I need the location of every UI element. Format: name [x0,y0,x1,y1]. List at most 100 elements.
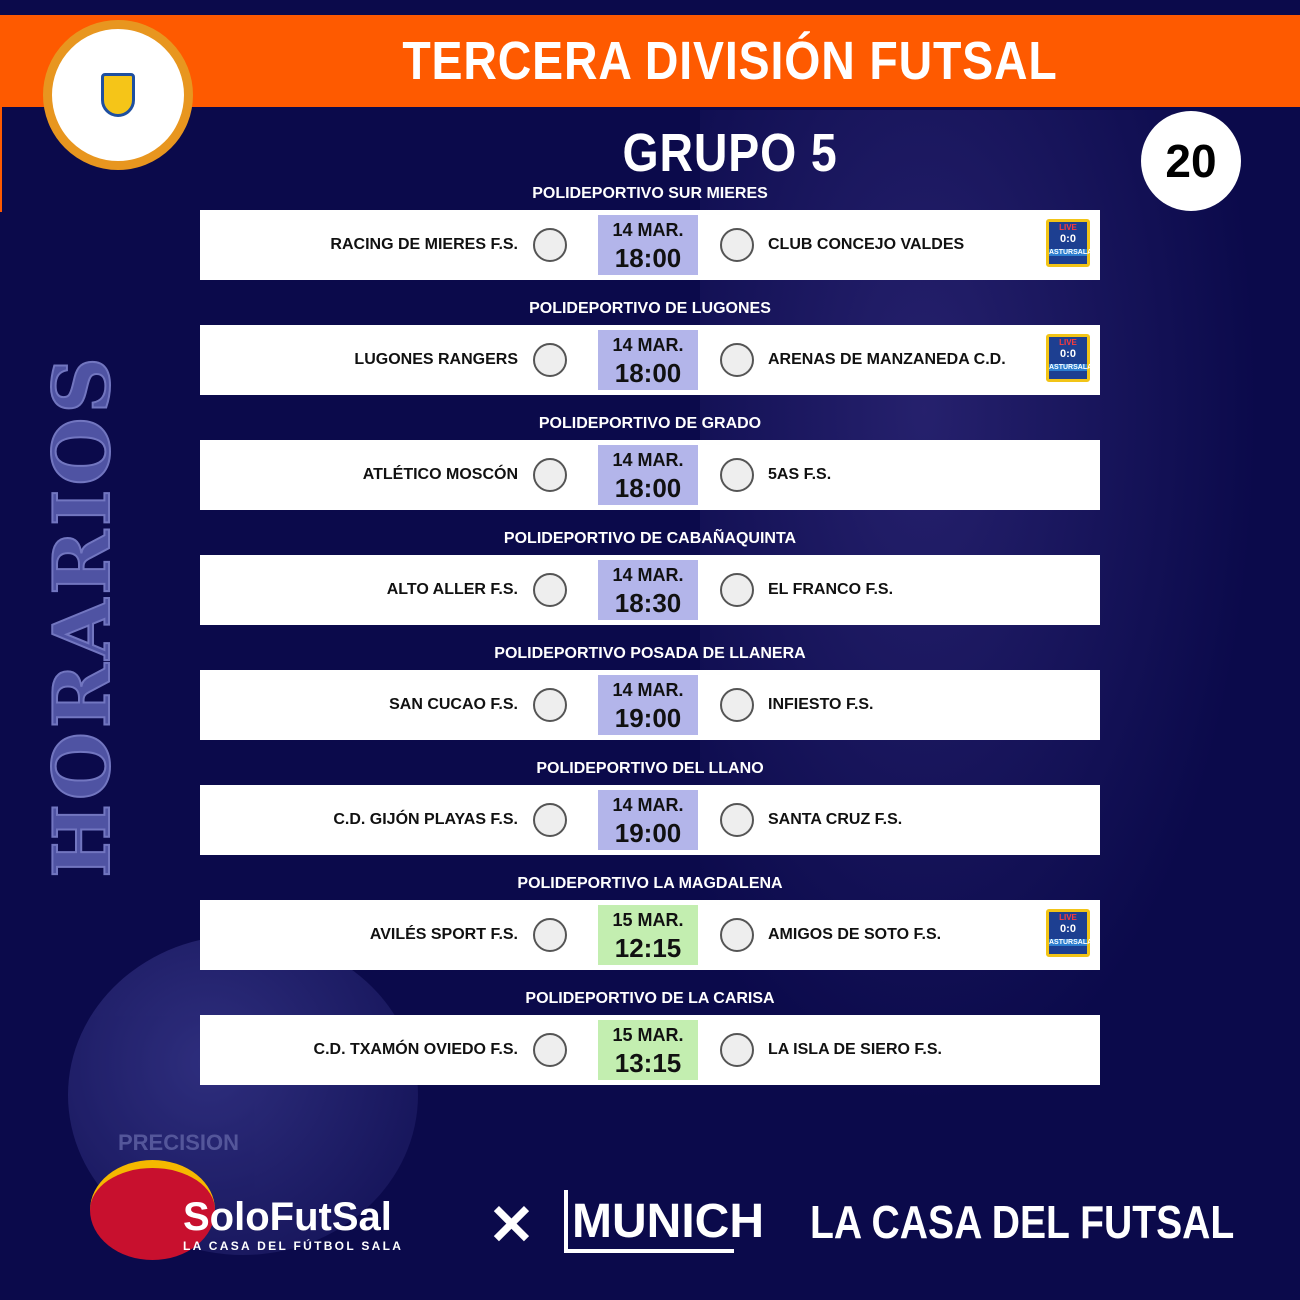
away-crest-icon [720,918,754,952]
match-row: C.D. TXAMÓN OVIEDO F.S. 15 MAR. 13:15 LA… [200,1015,1100,1085]
ball-text: PRECISION [118,1130,240,1155]
away-team: SANTA CRUZ F.S. [768,811,903,828]
away-team: CLUB CONCEJO VALDES [768,236,965,253]
home-crest-icon [533,1033,567,1067]
home-crest-icon [533,228,567,262]
away-crest-icon [720,1033,754,1067]
home-crest-icon [533,688,567,722]
match-date: 14 MAR. [612,565,684,585]
home-team: C.D. TXAMÓN OVIEDO F.S. [313,1041,518,1058]
live-score: 0:0 [1060,348,1076,360]
live-name: ASTURSALA [1049,249,1093,256]
live-score: 0:0 [1060,233,1076,245]
live-label: LIVE [1059,338,1077,347]
player-icon [90,1160,215,1260]
away-crest-icon [720,228,754,262]
match-row: SAN CUCAO F.S. 14 MAR. 19:00 INFIESTO F.… [200,670,1100,740]
live-label: LIVE [1059,223,1077,232]
live-label: LIVE [1059,913,1077,922]
federation-logo [43,20,193,170]
home-team: LUGONES RANGERS [354,351,518,368]
away-team: INFIESTO F.S. [768,696,874,713]
away-crest-icon [720,688,754,722]
match-time-box: 14 MAR. 18:00 [598,445,698,505]
away-team: LA ISLA DE SIERO F.S. [768,1041,942,1058]
divider [0,107,2,212]
home-team: C.D. GIJÓN PLAYAS F.S. [333,811,518,828]
away-crest-icon [720,803,754,837]
munich-x-icon: ✕ [488,1193,535,1256]
home-crest-icon [533,343,567,377]
live-score: 0:0 [1060,923,1076,935]
home-crest-icon [533,918,567,952]
home-crest-icon [533,458,567,492]
venue-title: POLIDEPORTIVO SUR MIERES [532,185,768,202]
side-label-text: HORARIOS [36,352,129,879]
sponsor2-name: MUNICH [564,1190,764,1253]
match-row: ALTO ALLER F.S. 14 MAR. 18:30 EL FRANCO … [200,555,1100,625]
home-crest-icon [533,573,567,607]
header-bar [0,15,1300,107]
match-row: C.D. GIJÓN PLAYAS F.S. 14 MAR. 19:00 SAN… [200,785,1100,855]
match-date: 14 MAR. [612,450,684,470]
home-team: AVILÉS SPORT F.S. [369,926,518,943]
page-title: TERCERA DIVISIÓN FUTSAL GRUPO 5 [402,31,1058,183]
match-time-box: 14 MAR. 18:00 [598,215,698,275]
home-team: SAN CUCAO F.S. [389,696,518,713]
live-stream-badge[interactable]: LIVE 0:0 ASTURSALA [1046,334,1093,382]
home-team: ALTO ALLER F.S. [386,581,518,598]
home-team: RACING DE MIERES F.S. [330,236,518,253]
slogan: LA CASA DEL FUTSAL [810,1196,1235,1248]
venue-title: POLIDEPORTIVO DE LUGONES [529,300,771,317]
match-time: 18:00 [614,473,682,503]
away-crest-icon [720,343,754,377]
match-time-box: 14 MAR. 19:00 [598,675,698,735]
match-time: 12:15 [614,933,682,963]
match-time-box: 14 MAR. 19:00 [598,790,698,850]
venue-title: POLIDEPORTIVO DEL LLANO [536,760,764,777]
venue-title: POLIDEPORTIVO DE LA CARISA [525,990,775,1007]
match-time-box: 14 MAR. 18:00 [598,330,698,390]
match-row: AVILÉS SPORT F.S. 15 MAR. 12:15 AMIGOS D… [200,900,1100,970]
match-time: 19:00 [614,703,682,733]
away-team: ARENAS DE MANZANEDA C.D. [768,351,1006,368]
match-time: 18:00 [614,243,682,273]
away-team: EL FRANCO F.S. [768,581,894,598]
match-date: 14 MAR. [612,795,684,815]
match-time-box: 15 MAR. 13:15 [598,1020,698,1080]
match-date: 15 MAR. [612,910,684,930]
home-crest-icon [533,803,567,837]
match-date: 14 MAR. [612,335,684,355]
match-time-box: 15 MAR. 12:15 [598,905,698,965]
match-time: 13:15 [614,1048,682,1078]
away-crest-icon [720,573,754,607]
live-name: ASTURSALA [1049,364,1093,371]
live-stream-badge[interactable]: LIVE 0:0 ASTURSALA [1046,219,1093,267]
match-time: 18:00 [614,358,682,388]
away-crest-icon [720,458,754,492]
live-stream-badge[interactable]: LIVE 0:0 ASTURSALA [1046,909,1093,957]
home-team: ATLÉTICO MOSCÓN [362,466,518,483]
venue-title: POLIDEPORTIVO LA MAGDALENA [517,875,783,892]
match-row: LUGONES RANGERS 14 MAR. 18:00 ARENAS DE … [200,325,1100,395]
match-date: 14 MAR. [612,680,684,700]
venue-title: POLIDEPORTIVO DE GRADO [538,415,762,432]
round-badge: 20 [1141,111,1241,211]
solofutsal-logo: SoloFutSal LA CASA DEL FÚTBOL SALA [85,1155,405,1265]
venue-title: POLIDEPORTIVO DE CABAÑAQUINTA [503,530,797,547]
live-name: ASTURSALA [1049,939,1093,946]
match-time: 18:30 [614,588,682,618]
munich-logo: ✕ MUNICH [488,1190,764,1256]
match-row: RACING DE MIERES F.S. 14 MAR. 18:00 CLUB… [200,210,1100,280]
away-team: AMIGOS DE SOTO F.S. [768,926,942,943]
away-team: 5AS F.S. [768,466,832,483]
shield-icon [101,73,135,117]
match-date: 14 MAR. [612,220,684,240]
match-row: ATLÉTICO MOSCÓN 14 MAR. 18:00 5AS F.S. [200,440,1100,510]
venue-title: POLIDEPORTIVO POSADA DE LLANERA [494,645,806,662]
match-time-box: 14 MAR. 18:30 [598,560,698,620]
match-time: 19:00 [614,818,682,848]
side-label: HORARIOS [36,352,129,879]
sponsor1-name: SoloFutSal [183,1195,392,1239]
sponsor1-tagline: LA CASA DEL FÚTBOL SALA [183,1239,404,1253]
